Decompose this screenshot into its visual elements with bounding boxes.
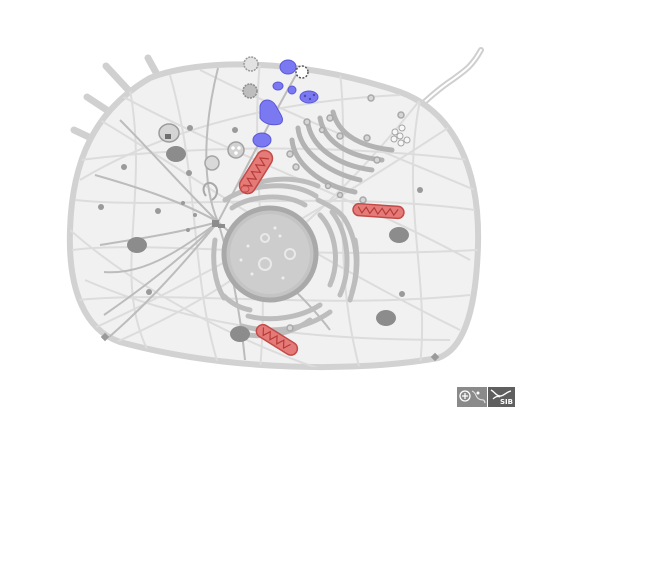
sib-logo-icon: SIB [488, 387, 515, 407]
golgi-apparatus [289, 109, 395, 195]
mitochondrion [238, 149, 274, 195]
small-granules [98, 125, 423, 297]
mitochondrion [255, 323, 299, 356]
sib-logo-graphic [490, 389, 512, 400]
swissprot-expasy-icon-graphic [459, 390, 486, 404]
membrane-junctions [100, 332, 440, 362]
secretory-vesicles [252, 59, 319, 148]
nucleolus [258, 257, 272, 271]
vesicles [286, 94, 405, 332]
mitochondria-group [238, 149, 405, 356]
sib-logo-text: SIB [500, 398, 513, 406]
lysosomes [204, 56, 309, 171]
peroxisome-cluster [390, 124, 411, 147]
mitochondrion [352, 202, 405, 220]
endocytic-pit [202, 182, 218, 201]
centrosome [212, 220, 225, 228]
swissprot-expasy-icon [457, 387, 487, 407]
nucleus [221, 205, 319, 303]
secretory-vesicle-dots [303, 93, 316, 101]
lipid-droplets [127, 146, 409, 342]
vacuole [158, 123, 180, 143]
